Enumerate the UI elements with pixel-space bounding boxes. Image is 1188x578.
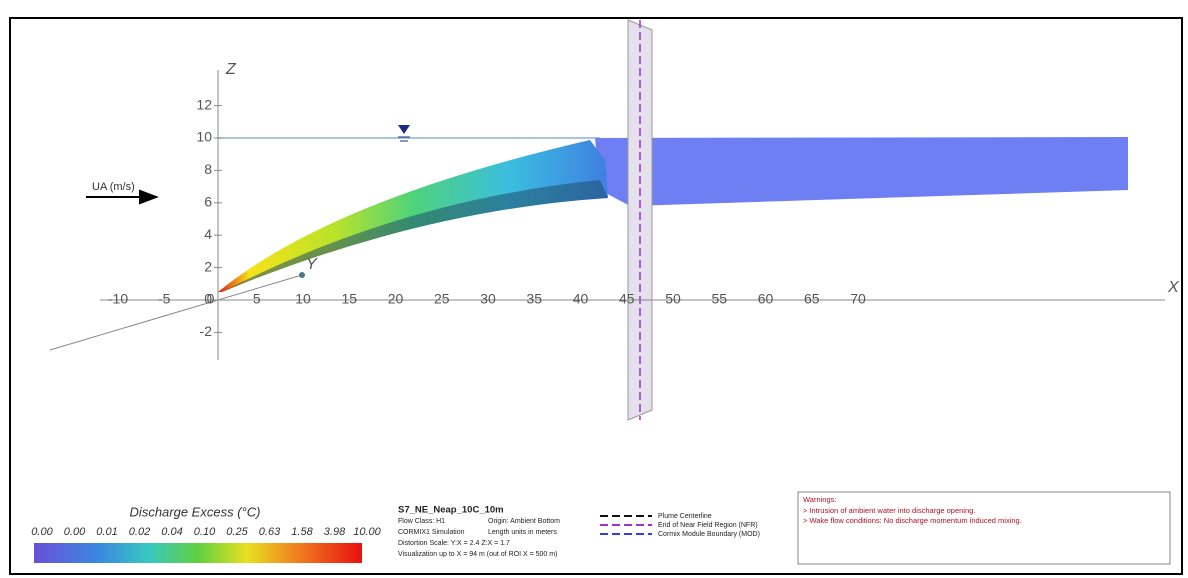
x-tick-label: 35: [526, 291, 542, 307]
z-tick-label: 4: [204, 226, 212, 242]
colorbar: [34, 543, 362, 563]
z-tick-label: 2: [204, 258, 212, 274]
info-text: Origin: Ambient Bottom: [488, 518, 560, 525]
x-tick-label: 20: [388, 291, 404, 307]
legend-label: Cormix Module Boundary (MOD): [658, 531, 760, 538]
warnings-box: [797, 491, 1171, 565]
info-text: Length units in meters: [488, 529, 557, 536]
legend-label: Plume Centerline: [658, 513, 712, 520]
y-axis: [49, 274, 303, 351]
z-tick-label: 12: [196, 96, 212, 112]
z-tick-label: -2: [200, 323, 213, 339]
x-axis-label: X: [1167, 279, 1180, 296]
x-tick-label: -10: [108, 291, 128, 307]
x-tick-label: 65: [804, 291, 820, 307]
legend-label: End of Near Field Region (NFR): [658, 522, 758, 529]
x-tick-label: 70: [850, 291, 866, 307]
x-tick-label: 50: [665, 291, 681, 307]
colorbar-label: 0.00: [64, 526, 86, 538]
info-text: Visualization up to X = 94 m (out of ROI…: [398, 551, 557, 558]
plume-shade: [222, 180, 608, 292]
colorbar-label: 0.01: [96, 526, 117, 538]
colorbar-label: 0.00: [31, 526, 53, 538]
info-text: CORMIX1 Simulation: [398, 529, 465, 536]
colorbar-label: 3.98: [324, 526, 346, 538]
ambient-arrow: [86, 189, 159, 205]
colorbar-label: 0.25: [226, 526, 248, 538]
x-tick-label: 15: [341, 291, 357, 307]
info-text: Flow Class: H1: [398, 518, 445, 525]
colorbar-title: Discharge Excess (°C): [130, 504, 261, 519]
colorbar-label: 0.04: [161, 526, 182, 538]
x-tick-label: 60: [758, 291, 774, 307]
z-tick-label: 6: [204, 194, 212, 210]
x-tick-label: 45: [619, 291, 635, 307]
y-axis-end: [299, 272, 305, 278]
colorbar-label: 0.10: [194, 526, 216, 538]
x-tick-label: -5: [158, 291, 171, 307]
z-tick-label: 8: [204, 161, 212, 177]
x-tick-label: 0: [207, 291, 215, 307]
colorbar-label: 10.00: [353, 526, 381, 538]
warning-text: > Wake flow conditions: No discharge mom…: [803, 516, 1022, 525]
colorbar-label: 1.58: [291, 526, 313, 538]
far-field-plume: [595, 137, 1128, 206]
run-name: S7_NE_Neap_10C_10m: [398, 505, 504, 516]
ambient-label: UA (m/s): [92, 181, 135, 193]
warning-text: > Intrusion of ambient water into discha…: [803, 506, 975, 515]
z-tick-label: 0: [204, 291, 212, 307]
warnings-title: Warnings:: [803, 495, 836, 504]
frame: [9, 17, 1183, 575]
y-axis-label: Y: [306, 256, 318, 273]
x-tick-label: 5: [253, 291, 261, 307]
surface-symbol: [398, 125, 410, 134]
info-text: Distortion Scale: Y:X = 2.4 Z:X = 1.7: [398, 540, 510, 547]
x-tick-label: 30: [480, 291, 496, 307]
colorbar-label: 0.63: [259, 526, 281, 538]
x-tick-label: 10: [295, 291, 311, 307]
z-axis-label: Z: [225, 61, 237, 78]
x-tick-label: 25: [434, 291, 450, 307]
x-tick-label: 40: [573, 291, 589, 307]
colorbar-label: 0.02: [129, 526, 150, 538]
z-tick-label: 10: [196, 129, 212, 145]
x-tick-label: 55: [711, 291, 727, 307]
